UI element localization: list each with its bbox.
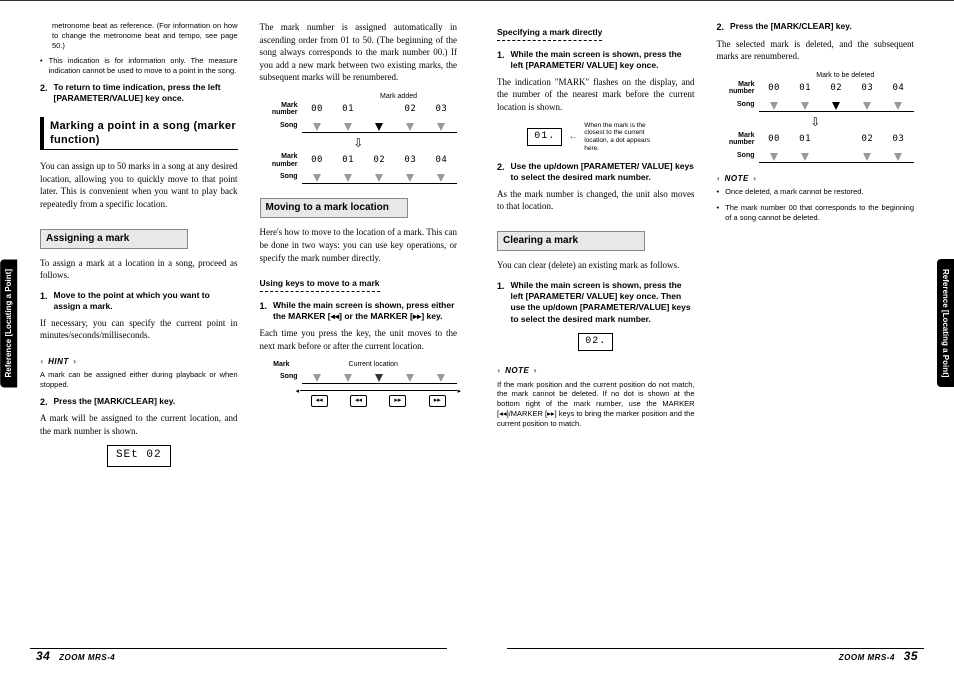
prev-key-icon: ◂◂ — [350, 395, 367, 407]
step-num: 2. — [40, 82, 48, 105]
song-label: Song — [260, 373, 298, 381]
timeline-diagram-delete: Mark to be deleted Mark number 00 01 02 … — [717, 71, 915, 163]
step-text: Press the [MARK/CLEAR] key. — [54, 396, 238, 409]
step-text: Press the [MARK/CLEAR] key. — [730, 21, 914, 34]
step-text: While the main screen is shown, press th… — [511, 280, 695, 326]
mark-number-label: Mark number — [717, 132, 755, 147]
lcd-note: When the mark is the closest to the curr… — [584, 122, 664, 153]
step-text: While the main screen is shown, press th… — [511, 49, 695, 72]
down-arrow-icon: ⇩ — [717, 114, 915, 131]
right-col2: 2. Press the [MARK/CLEAR] key. The selec… — [717, 21, 915, 621]
right-col1: Specifying a mark directly 1. While the … — [497, 21, 695, 621]
next-key-icon: ▸▸ — [389, 395, 406, 407]
step-body: The selected mark is deleted, and the su… — [717, 38, 915, 63]
assign-para: To assign a mark at a location in a song… — [40, 257, 238, 282]
step-num: 1. — [40, 290, 48, 313]
clearing-mark-title: Clearing a mark — [497, 231, 645, 251]
side-tab-right: Reference [Locating a Point] — [937, 259, 954, 387]
song-label: Song — [717, 152, 755, 160]
note-label: NOTE — [717, 173, 757, 184]
step-num: 1. — [260, 300, 268, 323]
step-body: If necessary, you can specify the curren… — [40, 317, 238, 342]
song-label: Song — [260, 122, 298, 130]
lcd-display: SEt 02 — [107, 445, 171, 466]
intro-bullet-2: This indication is for information only.… — [49, 56, 238, 76]
mark-number-label: Mark number — [260, 102, 298, 117]
mark-number-para: The mark number is assigned automaticall… — [260, 21, 458, 84]
step-body: Each time you press the key, the unit mo… — [260, 327, 458, 352]
step-text: Use the up/down [PARAMETER/ VALUE] keys … — [511, 161, 695, 184]
hint-body: A mark can be assigned either during pla… — [40, 370, 238, 390]
note-bullet-1: Once deleted, a mark cannot be restored. — [725, 187, 914, 197]
use-keys-title: Using keys to move to a mark — [260, 278, 380, 292]
prev-key-icon: ◂◂ — [311, 395, 328, 407]
mark-number-label: Mark number — [717, 81, 755, 96]
footer-model: ZOOM MRS-4 — [59, 653, 115, 662]
timeline-diagram-1: Mark added Mark number 00 01 02 03 Song — [260, 92, 458, 184]
pointer-icon: ← — [568, 130, 578, 144]
step-body: The indication "MARK" flashes on the dis… — [497, 76, 695, 114]
step-text: To return to time indication, press the … — [54, 82, 238, 105]
hint-label: HINT — [40, 356, 77, 367]
note-body: If the mark position and the current pos… — [497, 380, 695, 429]
mark-added-label: Mark added — [260, 92, 418, 102]
page-spread: Reference [Locating a Point] metronome b… — [0, 0, 954, 677]
timeline-diagram-2: Mark Current location Song ◂ ▸ — [260, 360, 458, 407]
step-text: While the main screen is shown, press ei… — [273, 300, 457, 323]
intro-bullet-1: metronome beat as reference. (For inform… — [52, 21, 238, 50]
move-para: Here's how to move to the location of a … — [260, 226, 458, 264]
footer-left: 34 ZOOM MRS-4 — [30, 648, 115, 665]
note-label: NOTE — [497, 365, 537, 376]
song-label: Song — [260, 173, 298, 181]
specifying-directly-title: Specifying a mark directly — [497, 27, 602, 41]
next-key-icon: ▸▸ — [429, 395, 446, 407]
step-num: 2. — [497, 161, 505, 184]
down-arrow-icon: ⇩ — [260, 135, 458, 152]
step-num: 2. — [40, 396, 48, 409]
mark-label: Mark — [260, 360, 290, 370]
footer-model: ZOOM MRS-4 — [839, 653, 895, 662]
song-label: Song — [717, 101, 755, 109]
to-delete-label: Mark to be deleted — [777, 71, 915, 81]
step-body: A mark will be assigned to the current l… — [40, 412, 238, 437]
step-num: 2. — [717, 21, 725, 34]
footer-right: ZOOM MRS-4 35 — [839, 648, 924, 665]
step-num: 1. — [497, 280, 505, 326]
moving-mark-title: Moving to a mark location — [260, 198, 408, 218]
note-bullet-2: The mark number 00 that corresponds to t… — [725, 203, 914, 223]
clear-para: You can clear (delete) an existing mark … — [497, 259, 695, 272]
side-tab-left: Reference [Locating a Point] — [0, 259, 17, 387]
step-text: Move to the point at which you want to a… — [54, 290, 238, 313]
page-number: 35 — [904, 649, 918, 663]
step-num: 1. — [497, 49, 505, 72]
lcd-display: 02. — [578, 333, 613, 351]
left-col1: metronome beat as reference. (For inform… — [40, 21, 238, 621]
left-col2: The mark number is assigned automaticall… — [260, 21, 458, 621]
marker-intro-para: You can assign up to 50 marks in a song … — [40, 160, 238, 210]
marker-function-title: Marking a point in a song (marker functi… — [40, 117, 238, 151]
assigning-mark-title: Assigning a mark — [40, 229, 188, 249]
page-left: Reference [Locating a Point] metronome b… — [0, 9, 477, 677]
mark-number-label: Mark number — [260, 153, 298, 168]
lcd-display: 01. — [527, 128, 562, 146]
page-number: 34 — [36, 649, 50, 663]
current-loc-label: Current location — [290, 360, 458, 370]
step-body: As the mark number is changed, the unit … — [497, 188, 695, 213]
page-right: Reference [Locating a Point] Specifying … — [477, 9, 954, 677]
